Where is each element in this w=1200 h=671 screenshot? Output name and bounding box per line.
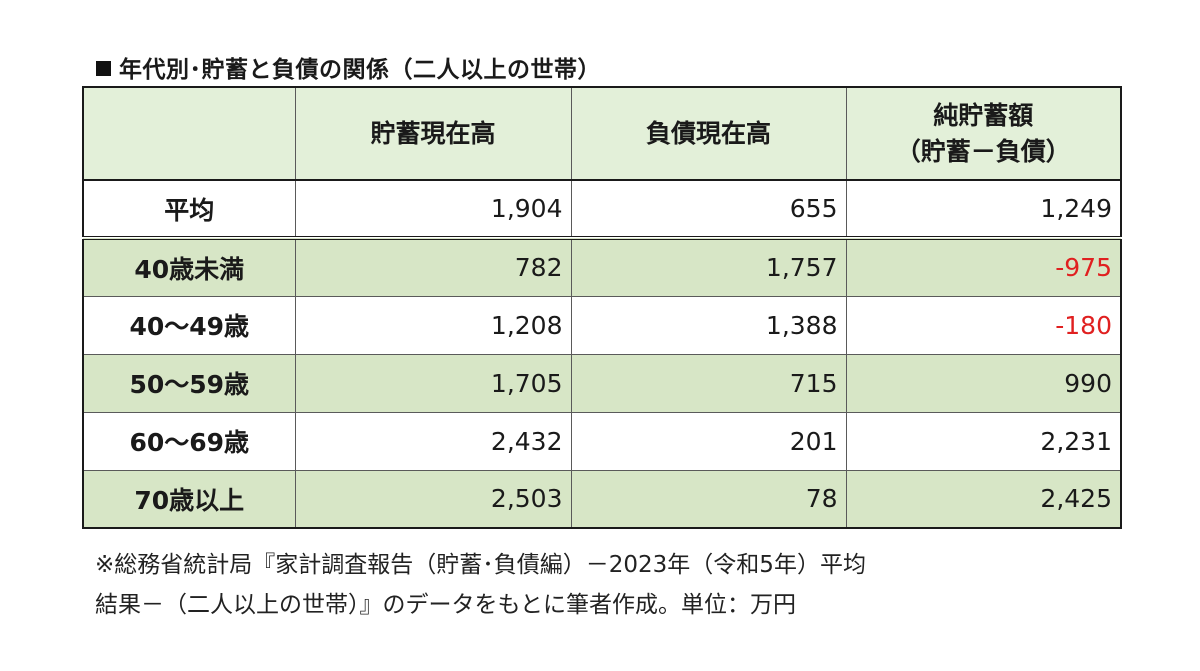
row-label: 50～59歳 — [82, 353, 296, 413]
net-cell: 1,249 — [845, 179, 1122, 240]
header-net-line2: （貯蓄－負債） — [895, 136, 1071, 166]
row-label: 60～69歳 — [82, 411, 296, 471]
header-net: 純貯蓄額 （貯蓄－負債） — [845, 86, 1122, 181]
table-row: 60～69歳 2,432 201 2,231 — [82, 411, 1122, 471]
savings-cell: 1,705 — [294, 353, 572, 413]
row-label: 70歳以上 — [82, 469, 296, 529]
net-cell: 2,425 — [845, 469, 1122, 529]
savings-cell: 782 — [294, 237, 572, 297]
header-savings: 貯蓄現在高 — [294, 86, 572, 181]
net-cell: 990 — [845, 353, 1122, 413]
row-label: 平均 — [82, 179, 296, 240]
savings-cell: 2,503 — [294, 469, 572, 529]
header-empty-cell — [82, 86, 296, 181]
savings-cell: 1,904 — [294, 179, 572, 240]
table-row: 50～59歳 1,705 715 990 — [82, 353, 1122, 413]
table-row: 平均 1,904 655 1,249 — [82, 179, 1122, 240]
source-note: ※総務省統計局『家計調査報告（貯蓄･負債編）－2023年（令和5年）平均 結果－… — [95, 545, 1155, 625]
debt-cell: 1,757 — [570, 237, 847, 297]
savings-debt-table: 貯蓄現在高 負債現在高 純貯蓄額 （貯蓄－負債） 平均 1,904 655 1,… — [82, 86, 1122, 529]
savings-cell: 2,432 — [294, 411, 572, 471]
square-bullet-icon — [96, 61, 111, 76]
source-note-line1: ※総務省統計局『家計調査報告（貯蓄･負債編）－2023年（令和5年）平均 — [95, 552, 866, 578]
table-title-text: 年代別･貯蓄と負債の関係（二人以上の世帯） — [119, 57, 601, 83]
net-cell: 2,231 — [845, 411, 1122, 471]
row-label: 40歳未満 — [82, 237, 296, 297]
table-row: 40～49歳 1,208 1,388 -180 — [82, 295, 1122, 355]
header-net-line1: 純貯蓄額 — [933, 100, 1034, 130]
net-cell: -180 — [845, 295, 1122, 355]
debt-cell: 655 — [570, 179, 847, 240]
source-note-line2: 結果－（二人以上の世帯）』のデータをもとに筆者作成。単位：万円 — [95, 592, 797, 618]
header-row: 貯蓄現在高 負債現在高 純貯蓄額 （貯蓄－負債） — [82, 86, 1122, 181]
debt-cell: 78 — [570, 469, 847, 529]
row-label: 40～49歳 — [82, 295, 296, 355]
debt-cell: 1,388 — [570, 295, 847, 355]
net-cell: -975 — [845, 237, 1122, 297]
debt-cell: 201 — [570, 411, 847, 471]
table-title: 年代別･貯蓄と負債の関係（二人以上の世帯） — [96, 50, 601, 84]
header-debt: 負債現在高 — [570, 86, 847, 181]
table-row: 70歳以上 2,503 78 2,425 — [82, 469, 1122, 529]
table-row: 40歳未満 782 1,757 -975 — [82, 237, 1122, 297]
debt-cell: 715 — [570, 353, 847, 413]
savings-cell: 1,208 — [294, 295, 572, 355]
